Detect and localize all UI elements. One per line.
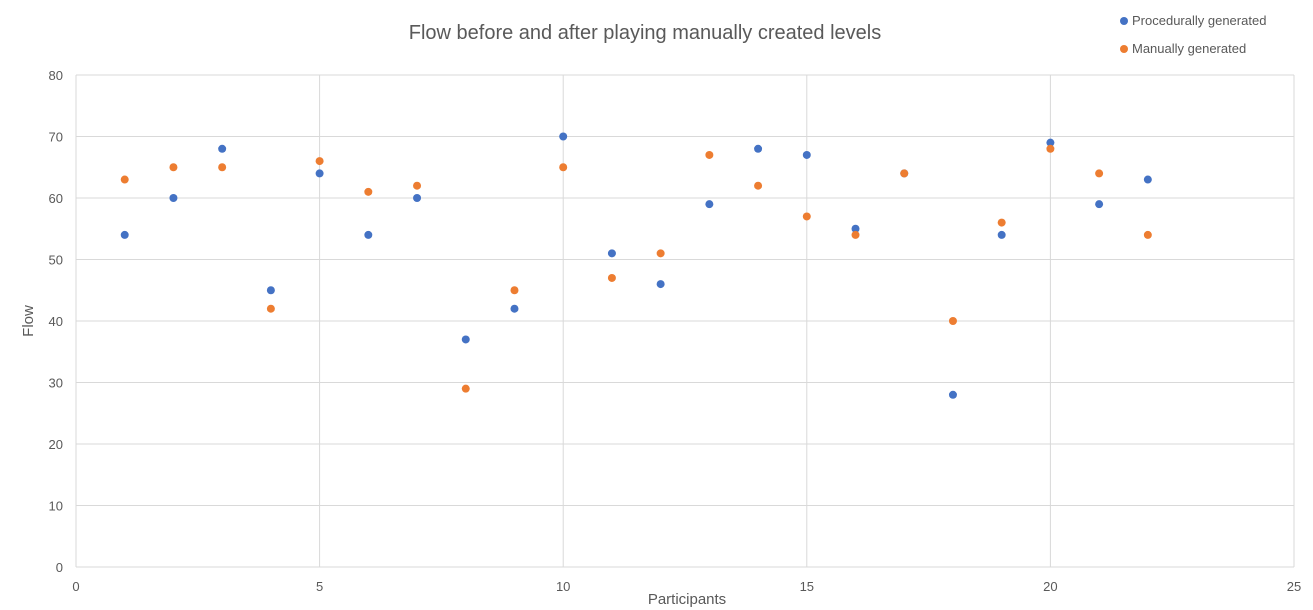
- point-series-1: [1046, 138, 1055, 147]
- data-points: [120, 132, 1152, 399]
- point-series-2: [169, 163, 178, 172]
- point-series-1: [656, 280, 665, 289]
- point-series-1: [851, 224, 860, 233]
- y-axis-ticks: 0 10 20 30 40 50 60 70 80: [49, 68, 63, 575]
- point-series-2: [997, 218, 1006, 227]
- point-series-1: [218, 144, 227, 153]
- chart-title: Flow before and after playing manually c…: [409, 22, 881, 44]
- point-series-2: [607, 273, 616, 282]
- x-tick-label: 15: [800, 579, 814, 594]
- point-series-2: [1095, 169, 1104, 178]
- x-tick-label: 20: [1043, 579, 1057, 594]
- point-series-2: [120, 175, 129, 184]
- point-series-2: [705, 150, 714, 159]
- point-series-1: [315, 169, 324, 178]
- x-tick-label: 10: [556, 579, 570, 594]
- point-series-1: [120, 230, 129, 239]
- point-series-2: [1046, 144, 1055, 153]
- y-tick-label: 40: [49, 314, 63, 329]
- point-series-1: [607, 249, 616, 258]
- point-series-1: [948, 390, 957, 399]
- point-series-2: [900, 169, 909, 178]
- x-axis-label: Participants: [648, 591, 726, 608]
- point-series-1: [169, 194, 178, 202]
- x-tick-label: 0: [72, 579, 79, 594]
- point-series-2: [413, 181, 422, 190]
- y-tick-label: 20: [49, 437, 63, 452]
- point-series-1: [461, 335, 470, 344]
- point-series-1: [266, 286, 275, 295]
- point-series-2: [851, 230, 860, 239]
- point-series-2: [364, 187, 373, 196]
- legend-label: Procedurally generated: [1132, 13, 1266, 28]
- point-series-1: [754, 144, 763, 153]
- legend-label: Manually generated: [1132, 41, 1246, 56]
- point-series-2: [656, 249, 665, 258]
- point-series-2: [266, 304, 275, 313]
- x-tick-label: 25: [1287, 579, 1301, 594]
- point-series-1: [364, 230, 373, 239]
- point-series-1: [997, 230, 1006, 239]
- legend-marker: [1120, 17, 1128, 25]
- point-series-1: [1095, 200, 1104, 209]
- legend: Procedurally generated Manually generated: [1120, 13, 1266, 56]
- point-series-2: [754, 181, 763, 190]
- point-series-2: [559, 163, 568, 172]
- point-series-1: [559, 132, 568, 141]
- point-series-2: [802, 212, 811, 221]
- point-series-2: [1143, 230, 1152, 239]
- grid: [75, 74, 1295, 568]
- point-series-1: [510, 304, 519, 313]
- y-tick-label: 30: [49, 376, 63, 391]
- y-tick-label: 80: [49, 68, 63, 83]
- point-series-1: [1143, 175, 1152, 184]
- point-series-1: [705, 200, 714, 209]
- legend-marker: [1120, 45, 1128, 53]
- point-series-2: [948, 317, 957, 325]
- x-axis-ticks: 0 5 10 15 20 25: [72, 579, 1301, 594]
- y-tick-label: 10: [49, 499, 63, 514]
- y-tick-label: 50: [49, 253, 63, 268]
- point-series-2: [218, 163, 227, 172]
- x-tick-label: 5: [316, 579, 323, 594]
- point-series-2: [461, 384, 470, 393]
- y-tick-label: 0: [56, 560, 63, 575]
- y-tick-label: 70: [49, 130, 63, 145]
- point-series-1: [802, 150, 811, 159]
- point-series-2: [510, 286, 519, 295]
- point-series-1: [413, 194, 422, 202]
- y-axis-label: Flow: [20, 305, 37, 337]
- y-tick-label: 60: [49, 191, 63, 206]
- point-series-2: [315, 157, 324, 166]
